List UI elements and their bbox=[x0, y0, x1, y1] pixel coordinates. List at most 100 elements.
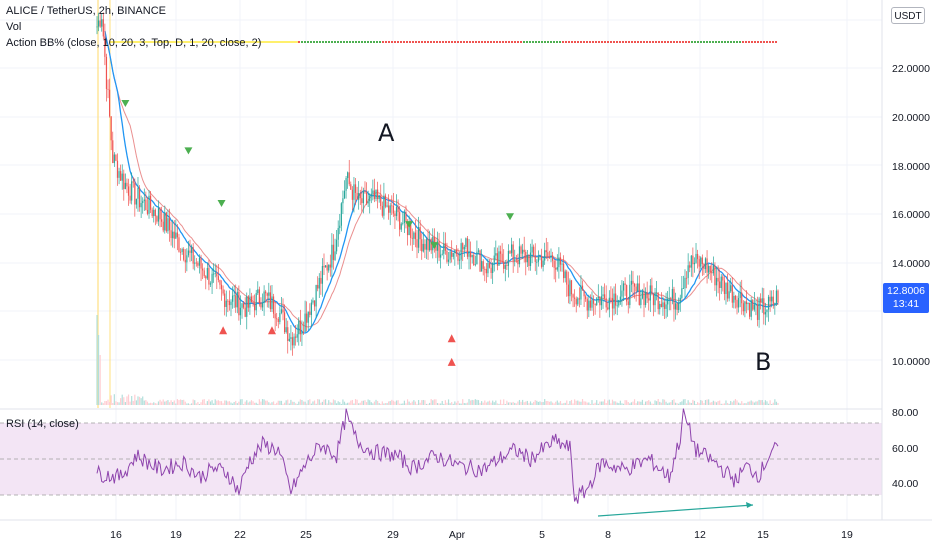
signal-dot bbox=[451, 41, 453, 43]
volume-bar bbox=[255, 402, 257, 405]
volume-bar bbox=[714, 401, 716, 405]
candle-body bbox=[533, 246, 535, 256]
price-axis-label: 18.0000 bbox=[892, 161, 930, 173]
volume-bar bbox=[123, 397, 125, 405]
volume-bar bbox=[626, 400, 628, 405]
candle-body bbox=[283, 312, 286, 333]
volume-bar bbox=[460, 403, 462, 405]
candle-body bbox=[102, 19, 104, 37]
volume-bar bbox=[272, 401, 275, 405]
time-axis-label: 22 bbox=[234, 529, 246, 541]
volume-bar bbox=[545, 401, 547, 405]
signal-dot bbox=[484, 41, 486, 43]
volume-bar bbox=[588, 402, 590, 405]
volume-bar bbox=[731, 402, 733, 405]
candle-body bbox=[263, 291, 265, 303]
signal-dot bbox=[445, 41, 447, 43]
candle-body bbox=[342, 198, 344, 204]
volume-bar bbox=[227, 401, 229, 405]
signal-dot bbox=[526, 41, 528, 43]
candle-body bbox=[551, 255, 554, 261]
rsi-legend[interactable]: RSI (14, close) bbox=[6, 418, 79, 430]
signal-dot bbox=[337, 41, 339, 43]
candle-body bbox=[512, 244, 514, 261]
volume-bar bbox=[517, 401, 519, 405]
candle-body bbox=[195, 262, 197, 264]
candle-body bbox=[99, 20, 101, 27]
volume-bar bbox=[523, 402, 525, 405]
volume-bar bbox=[287, 399, 289, 405]
volume-bar bbox=[583, 401, 585, 405]
candle-body bbox=[124, 182, 126, 190]
volume-bar bbox=[585, 401, 587, 405]
volume-bar bbox=[208, 399, 210, 405]
volume-bar bbox=[592, 403, 595, 405]
volume-bar bbox=[440, 403, 442, 405]
volume-bar bbox=[380, 403, 382, 405]
candle-body bbox=[558, 257, 560, 268]
volume-legend[interactable]: Vol bbox=[6, 21, 22, 33]
volume-bar bbox=[153, 402, 155, 405]
candle-body bbox=[753, 304, 755, 310]
volume-bar bbox=[161, 401, 163, 405]
candle-body bbox=[474, 264, 476, 266]
symbol-title[interactable]: ALICE / TetherUS, 2h, BINANCE bbox=[6, 5, 166, 17]
candlestick-series bbox=[96, 12, 779, 356]
candle-body bbox=[265, 291, 267, 294]
volume-bar bbox=[665, 401, 667, 405]
candle-body bbox=[449, 251, 451, 260]
signal-dot bbox=[466, 41, 468, 43]
candle-body bbox=[510, 244, 513, 254]
candle-body bbox=[260, 303, 262, 308]
volume-bar bbox=[700, 400, 702, 405]
candle-body bbox=[624, 283, 626, 286]
signal-dot bbox=[760, 41, 762, 43]
candle-body bbox=[703, 264, 705, 270]
candle-body bbox=[162, 221, 164, 231]
candle-body bbox=[280, 309, 283, 314]
volume-bar bbox=[378, 403, 380, 405]
candle-body bbox=[276, 318, 278, 320]
currency-selector-button[interactable]: USDT bbox=[891, 7, 925, 24]
volume-bar bbox=[487, 401, 489, 405]
volume-bar bbox=[230, 402, 232, 405]
candle-body bbox=[134, 182, 136, 205]
volume-bar bbox=[268, 402, 270, 405]
volume-bar bbox=[690, 403, 692, 405]
volume-bar bbox=[542, 402, 544, 405]
annotation-labels: AB bbox=[378, 119, 771, 376]
price-axis-label: 16.0000 bbox=[892, 209, 930, 221]
volume-bar bbox=[394, 401, 396, 405]
candle-body bbox=[656, 292, 658, 294]
candle-body bbox=[261, 302, 264, 308]
volume-bar bbox=[336, 403, 338, 405]
candle-body bbox=[104, 36, 106, 57]
candle-body bbox=[257, 289, 259, 294]
candle-body bbox=[274, 313, 276, 319]
signal-dot bbox=[502, 41, 504, 43]
volume-bar bbox=[179, 399, 182, 405]
candle-body bbox=[607, 307, 609, 310]
divergence-arrowhead bbox=[746, 502, 753, 508]
volume-bar bbox=[499, 399, 502, 405]
signal-dot bbox=[478, 41, 480, 43]
volume-bar bbox=[167, 400, 169, 405]
signal-dot bbox=[328, 41, 330, 43]
volume-bar bbox=[455, 402, 458, 405]
volume-bar bbox=[767, 403, 770, 405]
buy-signal-arrow bbox=[447, 334, 456, 343]
signal-dot bbox=[424, 41, 426, 43]
signal-dot bbox=[421, 41, 423, 43]
candle-body bbox=[739, 292, 741, 298]
candle-body bbox=[674, 303, 677, 310]
signal-dot bbox=[334, 41, 336, 43]
buy-signal-arrow bbox=[219, 326, 228, 335]
volume-bar bbox=[528, 403, 530, 405]
signal-dot bbox=[751, 41, 753, 43]
candle-body bbox=[213, 273, 215, 275]
candle-body bbox=[350, 184, 352, 190]
candle-body bbox=[105, 56, 108, 89]
volume-bar bbox=[105, 401, 108, 405]
indicator-legend[interactable]: Action BB% (close, 10, 20, 3, Top, D, 1,… bbox=[6, 37, 262, 49]
